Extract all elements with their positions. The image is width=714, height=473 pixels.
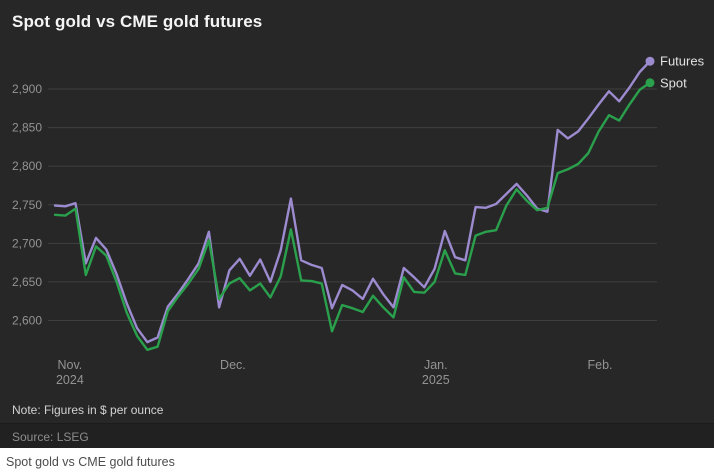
x-tick-label: Feb. [588, 358, 613, 372]
y-tick-label: 2,600 [12, 314, 42, 328]
page-caption: Spot gold vs CME gold futures [6, 455, 175, 469]
y-tick-label: 2,750 [12, 198, 42, 212]
y-tick-label: 2,850 [12, 121, 42, 135]
series-endpoint-spot [645, 78, 655, 88]
chart-card: Spot gold vs CME gold futures 2,600 2,650… [0, 0, 714, 448]
x-tick-label: Nov. [57, 358, 82, 372]
y-tick-label: 2,900 [12, 82, 42, 96]
series-line-spot [53, 81, 652, 351]
series-endpoint-futures [645, 56, 655, 66]
x-tick-label: Jan. [424, 358, 448, 372]
legend-label-futures: Futures [660, 54, 705, 69]
x-tick-year: 2024 [56, 373, 84, 387]
source-text: Source: LSEG [12, 430, 89, 444]
y-tick-label: 2,650 [12, 275, 42, 289]
series-line-futures [53, 60, 652, 344]
chart-canvas: 2,6002,6502,7002,7502,8002,8502,900Nov.2… [12, 54, 705, 387]
y-tick-label: 2,800 [12, 159, 42, 173]
x-tick-label: Dec. [220, 358, 246, 372]
source-bar: Source: LSEG [0, 423, 714, 448]
y-tick-label: 2,700 [12, 236, 42, 250]
legend-label-spot: Spot [660, 75, 687, 90]
chart-note: Note: Figures in $ per ounce [12, 403, 164, 417]
x-tick-year: 2025 [422, 373, 450, 387]
chart-title: Spot gold vs CME gold futures [12, 12, 263, 31]
line-chart: 2,600 2,650 2,700 2,750 2,800 2,850 2,900 Nov. 2… [0, 48, 714, 398]
